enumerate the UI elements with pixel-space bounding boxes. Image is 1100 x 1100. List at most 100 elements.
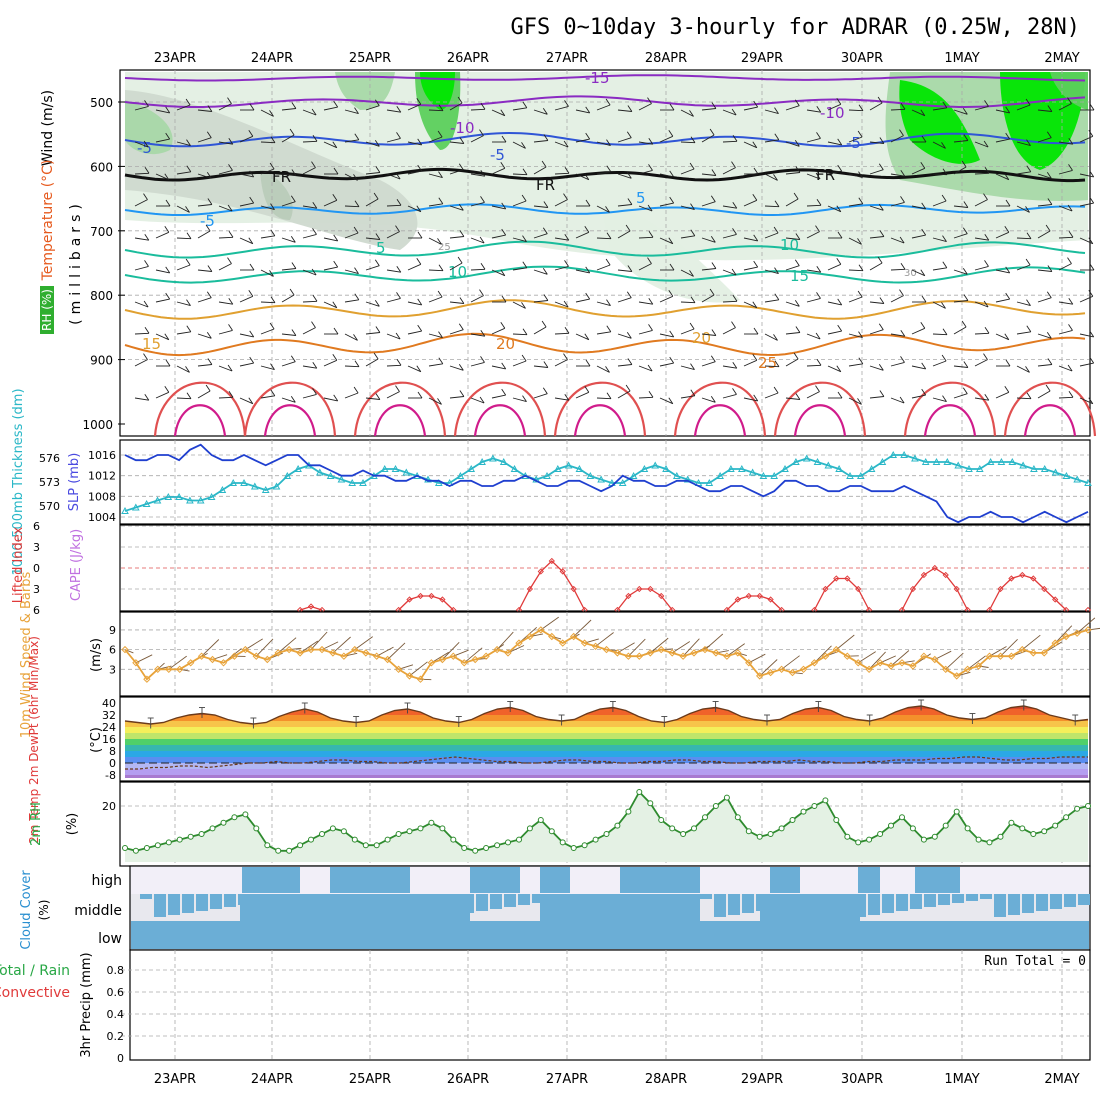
wind-barb-icon bbox=[920, 322, 926, 329]
rh2m-point bbox=[537, 817, 544, 823]
contour-label: 5 bbox=[636, 189, 646, 207]
wind-barb-icon bbox=[711, 102, 717, 109]
wind-barb-icon bbox=[533, 326, 547, 335]
wind-barb-icon bbox=[911, 234, 926, 239]
wind-barb-icon bbox=[932, 397, 947, 403]
wind-barb-icon bbox=[899, 289, 904, 296]
thickness-point bbox=[359, 478, 367, 486]
wind-barb-icon bbox=[239, 333, 254, 338]
thickness-point bbox=[326, 471, 335, 479]
thickness-point bbox=[975, 464, 984, 472]
wind-barb-icon bbox=[417, 298, 423, 306]
wind-barb-icon bbox=[344, 139, 359, 143]
wind-barb-icon bbox=[206, 131, 212, 138]
wind-barb-icon bbox=[711, 329, 717, 336]
cloud-middle-block bbox=[672, 894, 684, 903]
lifted-index-point bbox=[625, 592, 632, 600]
wind10m-point bbox=[186, 659, 195, 667]
rh2m-point bbox=[734, 814, 741, 821]
wind-barb-icon bbox=[312, 201, 318, 209]
wind-barb-icon bbox=[344, 109, 359, 115]
wind-barb-icon bbox=[773, 334, 778, 341]
cloud-cover-bars bbox=[131, 867, 1090, 949]
wind-barb-icon bbox=[920, 109, 926, 116]
cloud-middle-block bbox=[1036, 894, 1048, 911]
wind-barb-icon bbox=[179, 668, 190, 672]
wind-barb-icon bbox=[134, 301, 149, 308]
wind-barb-icon bbox=[186, 232, 192, 239]
wind-barb-icon bbox=[176, 171, 191, 175]
lifted-index-point bbox=[406, 596, 413, 603]
wind-barb-icon bbox=[1037, 390, 1051, 399]
wind-barb-icon bbox=[701, 361, 716, 367]
wind-barb-icon bbox=[1045, 384, 1051, 392]
wind-barb-icon bbox=[333, 100, 339, 108]
contour-label: 25 bbox=[758, 354, 777, 372]
rh2m-point bbox=[964, 825, 971, 832]
wind-barb-icon bbox=[596, 104, 611, 111]
wind-barb-icon bbox=[417, 164, 423, 172]
wind-barb-icon bbox=[1037, 173, 1052, 179]
wind-barb-icon bbox=[974, 172, 990, 175]
wind-barb-icon bbox=[701, 173, 716, 176]
wind-barb-icon bbox=[920, 162, 926, 169]
cape-tick: 6 bbox=[33, 520, 40, 533]
wind-barb-icon bbox=[701, 237, 716, 243]
wind-barb-icon bbox=[270, 203, 275, 210]
wind10m-point bbox=[121, 645, 129, 654]
wind-barb-icon bbox=[395, 225, 400, 232]
wind-barb-icon bbox=[680, 395, 695, 399]
lifted-index-point bbox=[931, 564, 938, 572]
wind-barb-icon bbox=[731, 321, 736, 328]
wind-barb-icon bbox=[323, 199, 337, 207]
wind-barb-icon bbox=[785, 358, 799, 367]
wind-barb-icon bbox=[585, 359, 591, 367]
wind-barb-icon bbox=[218, 396, 234, 399]
wind10m-point bbox=[329, 649, 337, 657]
thickness-point bbox=[391, 464, 400, 472]
lifted-index-point bbox=[920, 571, 928, 579]
wind-barb-icon bbox=[879, 137, 885, 144]
wind10m-point bbox=[799, 665, 808, 674]
wind-barb-icon bbox=[417, 138, 423, 146]
wind-barb-icon bbox=[710, 236, 716, 243]
wind-barb-icon bbox=[239, 295, 253, 303]
thickness-point bbox=[272, 482, 281, 490]
wind-barb-icon bbox=[491, 394, 506, 399]
wind-barb-icon bbox=[816, 199, 822, 206]
temp-tick: 0 bbox=[109, 757, 116, 770]
temperature-contour bbox=[124, 265, 1086, 284]
rh2m-point bbox=[603, 831, 610, 837]
wind-barb-icon bbox=[155, 298, 170, 303]
wind-barb-icon bbox=[932, 107, 947, 111]
cloud-high-block bbox=[858, 867, 880, 893]
thickness-point bbox=[186, 496, 194, 504]
wind-barb-icon bbox=[1004, 173, 1010, 180]
wind-barb-icon bbox=[417, 324, 423, 332]
rh2m-point bbox=[592, 836, 599, 843]
wind-barb-icon bbox=[1058, 141, 1073, 145]
wind-barb-icon bbox=[522, 395, 527, 402]
wind-barb-icon bbox=[1068, 324, 1073, 331]
cloud-middle-block bbox=[938, 894, 950, 905]
rh2m-point bbox=[997, 833, 1004, 840]
wind-barb-icon bbox=[554, 105, 569, 111]
thickness-point bbox=[196, 496, 205, 504]
wind-barb-icon bbox=[974, 237, 989, 241]
wind-barb-icon bbox=[165, 266, 171, 274]
wind-barb-icon bbox=[953, 233, 968, 239]
wind-barb-icon bbox=[836, 258, 842, 265]
date-label: 25APR bbox=[349, 51, 391, 66]
wind-barb-icon bbox=[449, 205, 464, 211]
wind-barb-icon bbox=[627, 105, 633, 112]
wind-barb-icon bbox=[496, 631, 514, 650]
wind-barb-icon bbox=[543, 294, 549, 301]
temperature-contour bbox=[693, 404, 747, 437]
wind-barb-icon bbox=[584, 333, 590, 340]
wind-barb-icon bbox=[596, 331, 611, 335]
wind-barb-icon bbox=[877, 96, 883, 104]
wind-barb-icon bbox=[911, 327, 925, 335]
lifted-index-point bbox=[570, 585, 577, 593]
wind-barb-icon bbox=[249, 103, 255, 111]
wind-barb-icon bbox=[575, 298, 590, 303]
